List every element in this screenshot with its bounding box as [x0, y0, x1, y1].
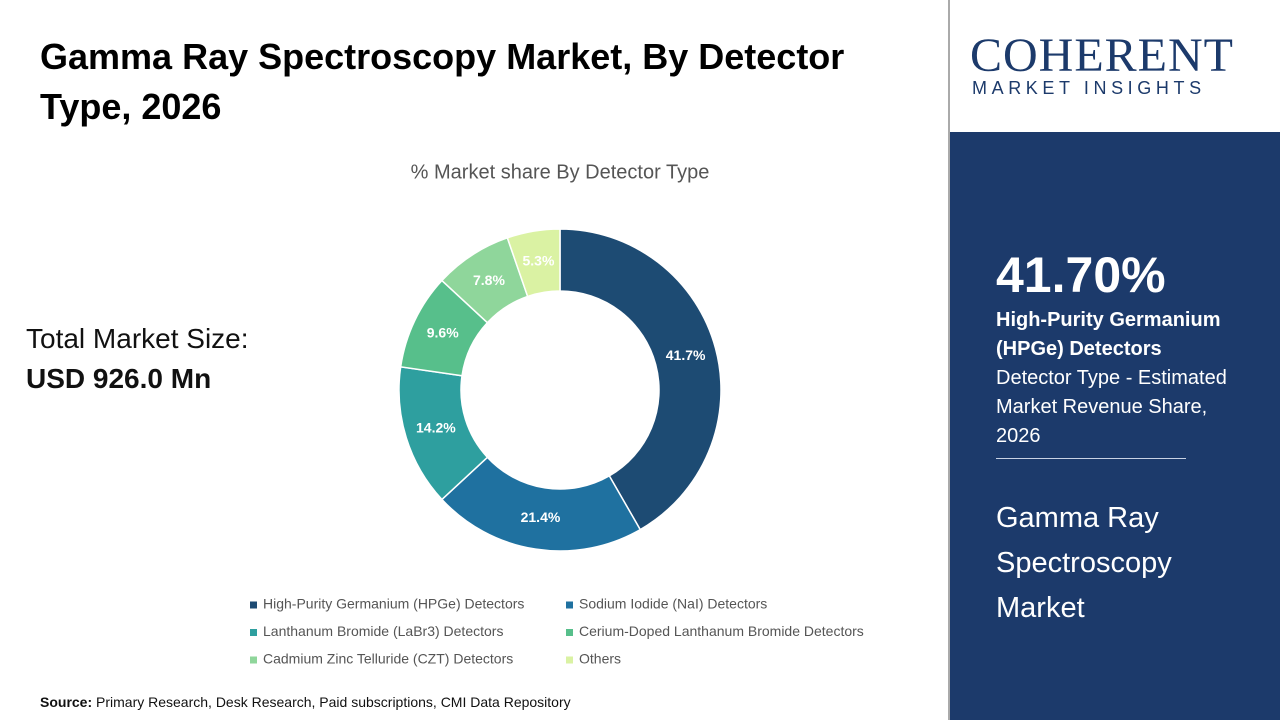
source: Source: Primary Research, Desk Research,… — [40, 694, 571, 710]
source-label: Source: — [40, 694, 93, 710]
data-label: 14.2% — [416, 419, 456, 435]
highlight-description: Detector Type - Estimated Market Revenue… — [996, 367, 1227, 447]
legend-marker — [250, 629, 257, 636]
market-size-value: USD 926.0 Mn — [26, 363, 212, 394]
donut-slice — [506, 228, 561, 298]
divider — [948, 0, 950, 720]
highlight-segment: High-Purity Germanium (HPGe) Detectors — [996, 309, 1221, 360]
donut-slice — [559, 228, 722, 531]
data-label: 9.6% — [427, 325, 459, 341]
logo: COHERENT MARKET INSIGHTS — [950, 0, 1280, 132]
highlight-rule — [996, 458, 1186, 459]
legend-marker — [566, 601, 573, 609]
legend-marker — [566, 629, 573, 636]
legend-label: Cerium-Doped Lanthanum Bromide Detectors — [579, 623, 864, 639]
data-label: 7.8% — [473, 272, 505, 288]
highlight-value: 41.70% — [996, 247, 1166, 303]
highlight-market: Gamma Ray Spectroscopy Market — [996, 502, 1172, 624]
data-label: 21.4% — [521, 509, 561, 525]
source-text: Primary Research, Desk Research, Paid su… — [96, 694, 571, 710]
side-panel — [950, 132, 1280, 720]
legend-label: Sodium Iodide (NaI) Detectors — [579, 596, 767, 612]
legend-marker — [250, 656, 257, 664]
legend-label: Others — [579, 651, 621, 667]
legend-label: Lanthanum Bromide (LaBr3) Detectors — [263, 623, 503, 639]
legend-marker — [566, 656, 573, 664]
chart-title: % Market share By Detector Type — [411, 161, 710, 183]
data-label: 41.7% — [666, 347, 706, 363]
legend-label: Cadmium Zinc Telluride (CZT) Detectors — [263, 651, 513, 667]
logo-name: COHERENT — [970, 29, 1234, 82]
market-size-label: Total Market Size: — [26, 323, 249, 354]
legend-label: High-Purity Germanium (HPGe) Detectors — [263, 596, 524, 612]
legend-marker — [250, 601, 257, 609]
highlight-text: High-Purity Germanium (HPGe) Detectors D… — [996, 306, 1246, 451]
logo-tagline: MARKET INSIGHTS — [972, 78, 1206, 98]
page-title: Gamma Ray Spectroscopy Market, By Detect… — [40, 36, 845, 127]
data-label: 5.3% — [522, 253, 554, 269]
chart: % Market share By Detector Type 41.7% 21.… — [250, 161, 864, 667]
